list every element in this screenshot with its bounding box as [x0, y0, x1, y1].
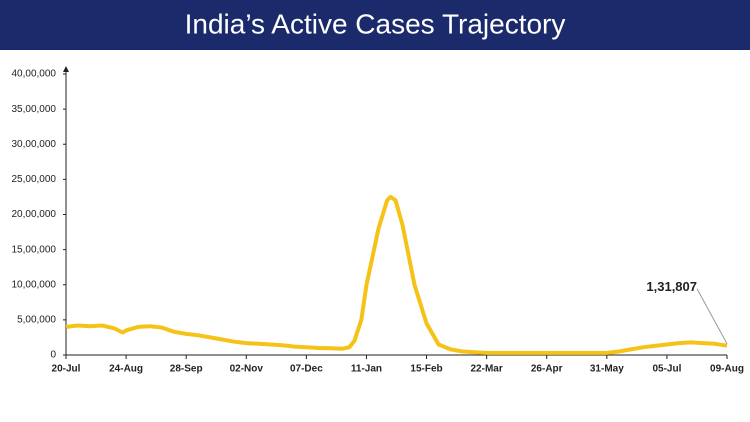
x-tick-label: 15-Feb [410, 364, 442, 375]
value-label: 1,31,807 [646, 279, 697, 294]
label-leader [696, 288, 728, 344]
x-tick-label: 09-Aug [710, 364, 744, 375]
x-tick-label: 26-Apr [531, 364, 563, 375]
x-tick-label: 24-Aug [109, 364, 143, 375]
y-tick-label: 0 [50, 350, 56, 361]
chart-title: India’s Active Cases Trajectory [185, 8, 566, 39]
x-tick-label: 20-Jul [52, 364, 81, 375]
y-tick-label: 25,00,000 [12, 174, 57, 185]
y-tick-label: 15,00,000 [12, 244, 57, 255]
y-axis-arrow [63, 66, 69, 72]
y-tick-label: 40,00,000 [12, 69, 57, 80]
y-tick-label: 10,00,000 [12, 279, 57, 290]
x-tick-label: 11-Jan [351, 364, 382, 375]
data-line [65, 194, 728, 355]
y-tick-label: 30,00,000 [12, 139, 57, 150]
y-tick-label: 20,00,000 [12, 209, 57, 220]
y-tick-label: 5,00,000 [17, 315, 56, 326]
x-tick-label: 31-May [590, 364, 624, 375]
y-tick-label: 35,00,000 [12, 104, 57, 115]
x-tick-label: 05-Jul [652, 364, 681, 375]
x-tick-label: 28-Sep [170, 364, 203, 375]
x-tick-label: 07-Dec [290, 364, 323, 375]
title-banner [0, 0, 750, 50]
x-tick-label: 22-Mar [471, 364, 503, 375]
x-tick-label: 02-Nov [230, 364, 264, 375]
